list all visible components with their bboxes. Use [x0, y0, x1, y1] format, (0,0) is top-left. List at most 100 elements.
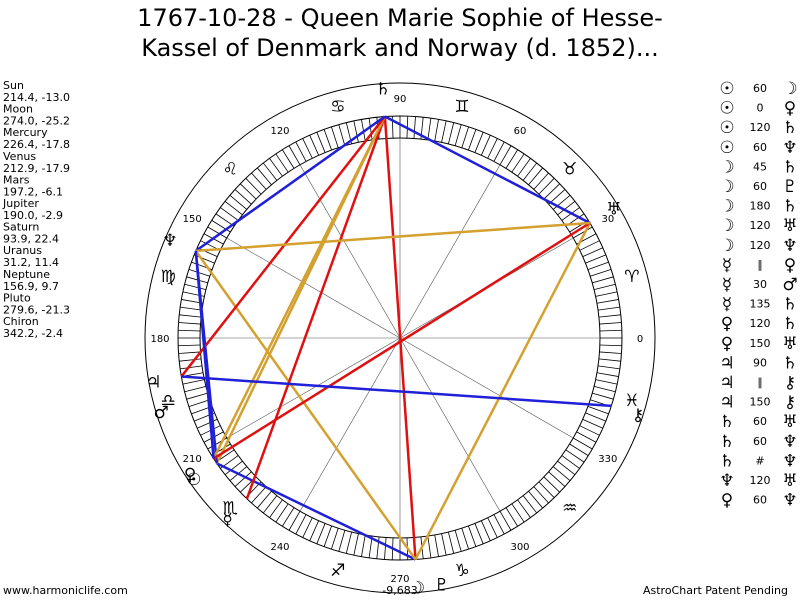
- degree-label: 330: [598, 454, 617, 465]
- spoke: [226, 237, 401, 339]
- readout: -9,683: [382, 584, 417, 597]
- hatch-tick: [557, 201, 576, 216]
- hatch-tick: [434, 534, 439, 557]
- spoke: [299, 337, 401, 512]
- aspect-angle: 150: [750, 396, 771, 409]
- aspect-to: ♀: [784, 99, 796, 119]
- hatch-tick: [263, 162, 278, 181]
- aspect-angle: 60: [753, 415, 767, 428]
- hatch-tick: [493, 514, 505, 535]
- aspect-angle: ∥: [757, 258, 763, 271]
- hatch-tick: [552, 466, 571, 482]
- hatch-tick: [599, 344, 622, 347]
- aspect-from: ♆: [719, 471, 734, 491]
- aspect-angle: 45: [753, 160, 767, 173]
- aspect-line: [181, 375, 612, 408]
- degree-label: 60: [514, 126, 527, 137]
- aspect-angle: 120: [750, 219, 771, 232]
- hatch-tick: [224, 460, 243, 475]
- spoke: [399, 164, 501, 339]
- hatch-tick: [517, 499, 531, 518]
- aspect-angle: 60: [753, 494, 767, 507]
- hatch-tick: [454, 530, 462, 552]
- aspect-angle: 120: [750, 474, 771, 487]
- aspect-from: ♃: [719, 353, 734, 373]
- hatch-tick: [579, 425, 600, 436]
- hatch-tick: [596, 372, 619, 377]
- hatch-tick: [561, 455, 580, 469]
- planet-position: 279.6, -21.3: [3, 303, 70, 316]
- hatch-tick: [368, 118, 373, 141]
- hatch-tick: [599, 351, 622, 354]
- hatch-tick: [413, 116, 416, 139]
- hatch-tick: [447, 531, 455, 554]
- hatch-tick: [288, 145, 301, 165]
- hatch-tick: [590, 269, 612, 277]
- sign-glyph: ♋: [330, 97, 345, 117]
- hatch-tick: [461, 126, 469, 148]
- hatch-tick: [569, 443, 589, 456]
- aspect-angle: 0: [757, 102, 764, 115]
- aspect-from: ♃: [719, 393, 734, 413]
- hatch-tick: [207, 226, 227, 239]
- aspect-from: ☿: [722, 295, 732, 315]
- hatch-tick: [220, 207, 239, 221]
- aspect-to: ♄: [782, 314, 797, 334]
- hatch-tick: [468, 525, 477, 547]
- aspect-to: ☽: [782, 79, 797, 99]
- hatch-tick: [587, 406, 609, 415]
- aspect-to: ♆: [782, 491, 797, 511]
- spoke: [226, 337, 401, 439]
- aspect-angle: ∥: [757, 376, 763, 389]
- hatch-tick: [447, 122, 455, 145]
- planet-glyph: ☉: [186, 470, 201, 490]
- hatch-tick: [441, 120, 447, 143]
- planet-name: Pluto: [3, 291, 31, 304]
- hatch-tick: [427, 118, 432, 141]
- hatch-tick: [224, 201, 243, 216]
- hatch-tick: [282, 149, 295, 169]
- hatch-tick: [480, 135, 491, 156]
- aspect-angle: 120: [750, 317, 771, 330]
- hatch-tick: [288, 511, 301, 531]
- planet-position: 212.9, -17.9: [3, 162, 70, 175]
- footer-left: www.harmoniclife.com: [3, 584, 128, 597]
- hatch-tick: [323, 525, 332, 547]
- planet-name: Neptune: [3, 268, 50, 281]
- hatch-tick: [576, 431, 597, 443]
- degree-label: 120: [270, 126, 289, 137]
- aspect-from: ☽: [719, 236, 734, 256]
- hatch-tick: [543, 476, 560, 493]
- hatch-tick: [493, 141, 505, 162]
- aspect-angle: 60: [753, 180, 767, 193]
- hatch-tick: [505, 149, 518, 169]
- aspect-to: ⚷: [784, 393, 796, 413]
- planet-position: 274.0, -25.2: [3, 115, 70, 128]
- footer-right: AstroChart Patent Pending: [643, 584, 788, 597]
- aspect-to: ♄: [782, 157, 797, 177]
- hatch-tick: [598, 314, 621, 318]
- aspect-angle: 60: [753, 141, 767, 154]
- aspect-from: ♃: [719, 373, 734, 393]
- hatch-tick: [338, 124, 346, 146]
- sign-glyph: ♏: [223, 499, 238, 519]
- degree-label: 300: [510, 542, 529, 553]
- aspect-from: ☿: [722, 255, 732, 275]
- hatch-tick: [573, 437, 593, 450]
- aspect-angle: 60: [753, 435, 767, 448]
- hatch-tick: [309, 135, 320, 156]
- hatch-tick: [184, 283, 207, 291]
- aspect-angle: 135: [750, 298, 771, 311]
- hatch-tick: [548, 471, 566, 487]
- hatch-tick: [565, 449, 585, 463]
- hatch-tick: [427, 535, 432, 558]
- hatch-tick: [585, 254, 606, 264]
- aspect-line: [216, 462, 417, 561]
- aspect-to: ♅: [782, 412, 797, 432]
- aspect-line: [195, 115, 386, 252]
- hatch-tick: [215, 213, 235, 227]
- planet-position: 190.0, -2.9: [3, 209, 63, 222]
- hatch-tick: [211, 220, 231, 233]
- hatch-tick: [434, 119, 439, 142]
- hatch-tick: [454, 124, 462, 146]
